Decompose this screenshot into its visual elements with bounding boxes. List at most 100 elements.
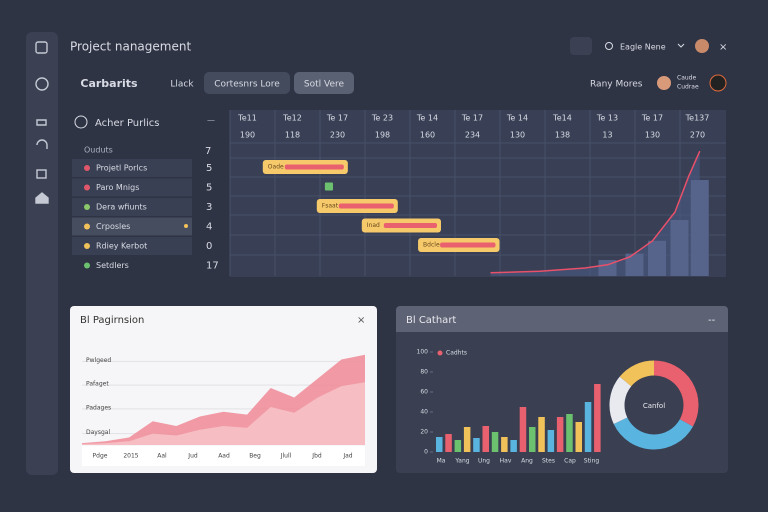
- item-label[interactable]: Setdlers: [96, 261, 129, 270]
- column-total: 198: [375, 131, 390, 140]
- tab[interactable]: Carbarits: [80, 77, 138, 90]
- bar[interactable]: [566, 414, 573, 452]
- volume-bar: [670, 220, 689, 276]
- column-label: Te137: [685, 114, 710, 123]
- column-label: Te 14: [416, 114, 438, 123]
- tab[interactable]: Llack: [170, 80, 194, 90]
- bar[interactable]: [519, 407, 527, 452]
- tab-bg: [204, 72, 290, 94]
- y-tick-label: 40: [420, 409, 428, 416]
- column-total: 230: [330, 131, 345, 140]
- bar[interactable]: [575, 422, 583, 452]
- x-tick-label: Hav: [500, 458, 512, 465]
- y-tick-label: 0: [424, 449, 428, 456]
- card-header: [396, 306, 728, 332]
- trend-line: [490, 150, 701, 274]
- y-tick-label: 100: [417, 349, 429, 356]
- collapse[interactable]: —: [207, 116, 215, 125]
- row-bg: [72, 237, 192, 255]
- bar[interactable]: [547, 430, 555, 452]
- column-label: Te 17: [326, 114, 348, 123]
- bar[interactable]: [594, 384, 601, 452]
- status-dot: [84, 165, 90, 171]
- x-tick-label: Jad: [342, 453, 352, 460]
- panel-heading: Ouduts: [84, 146, 113, 155]
- item-count: 5: [206, 163, 212, 174]
- close-button[interactable]: ×: [719, 42, 727, 53]
- indicator: [184, 224, 188, 228]
- x-tick-label: Ung: [478, 458, 490, 465]
- item-label[interactable]: Dera wfiunts: [96, 203, 147, 212]
- tab[interactable]: Sotl Vere: [304, 80, 345, 90]
- bar[interactable]: [463, 427, 471, 452]
- column-label: Te12: [282, 114, 302, 123]
- task-progress: [338, 203, 394, 209]
- x-tick-label: Pdge: [93, 453, 108, 460]
- bar[interactable]: [436, 437, 443, 452]
- bar[interactable]: [538, 417, 545, 452]
- avatar: [657, 76, 671, 90]
- donut-segment[interactable]: [653, 360, 699, 427]
- task-label: Bdcle: [423, 242, 440, 249]
- bar[interactable]: [473, 438, 480, 452]
- icon-button[interactable]: [570, 37, 592, 55]
- item-label[interactable]: Paro Mnigs: [96, 183, 139, 192]
- column-label: Te 14: [506, 114, 528, 123]
- item-label[interactable]: Crposles: [96, 222, 130, 231]
- tab[interactable]: Cortesnrs Lore: [214, 80, 280, 90]
- bar[interactable]: [529, 427, 536, 452]
- column-label: Te14: [552, 114, 572, 123]
- menu[interactable]: --: [708, 315, 716, 326]
- sidebar-icons: [35, 41, 49, 204]
- x-tick-label: 2015: [123, 453, 138, 460]
- volume-bar: [648, 240, 666, 276]
- clock-icon: [74, 115, 88, 129]
- bar[interactable]: [556, 417, 564, 452]
- task-progress: [284, 164, 344, 170]
- donut-segment[interactable]: [619, 360, 655, 387]
- column-total: 130: [645, 131, 660, 140]
- column-label: Te 13: [596, 114, 618, 123]
- column-label: Te 17: [461, 114, 483, 123]
- app-title: Project nanagement: [70, 40, 191, 54]
- x-tick-label: Beg: [249, 453, 261, 460]
- item-count: 3: [206, 202, 212, 213]
- donut-segment[interactable]: [609, 376, 632, 424]
- area-series: [82, 382, 365, 445]
- y-tick-label: Pafaget: [86, 381, 109, 388]
- x-tick-label: Jlull: [280, 453, 292, 460]
- bar[interactable]: [501, 437, 508, 452]
- bar[interactable]: [445, 434, 452, 452]
- x-tick-label: Yang: [454, 458, 469, 465]
- item-label[interactable]: Projetl Porlcs: [96, 164, 147, 173]
- column-total: 190: [240, 131, 255, 140]
- team-name: Rany Mores: [590, 80, 643, 90]
- bar[interactable]: [510, 440, 517, 452]
- x-tick-label: Ang: [521, 458, 533, 465]
- donut-segment[interactable]: [613, 417, 693, 450]
- row-bg: [72, 178, 192, 197]
- y-tick-label: 80: [420, 369, 428, 376]
- close-button[interactable]: ×: [357, 315, 365, 326]
- bar[interactable]: [584, 402, 592, 452]
- bar[interactable]: [491, 432, 499, 452]
- volume-bar: [598, 260, 617, 276]
- row-bg: [72, 198, 192, 216]
- x-tick-label: Sting: [584, 458, 600, 465]
- bar[interactable]: [454, 440, 462, 452]
- legend-label: Cadhts: [446, 350, 467, 357]
- bar[interactable]: [482, 426, 490, 452]
- row-bg: [72, 217, 192, 236]
- column-total: 118: [285, 131, 300, 140]
- row-bg: [72, 159, 192, 177]
- milestone: [324, 182, 333, 191]
- column-label: Te 23: [371, 114, 393, 123]
- team-role: Caude: [677, 75, 696, 82]
- item-label[interactable]: Rdiey Kerbot: [96, 242, 147, 251]
- user-name[interactable]: Eagle Nene: [620, 43, 666, 52]
- panel-title: Acher Purlics: [95, 118, 160, 129]
- column-total: 234: [465, 131, 480, 140]
- donut-label: Canfol: [643, 402, 665, 410]
